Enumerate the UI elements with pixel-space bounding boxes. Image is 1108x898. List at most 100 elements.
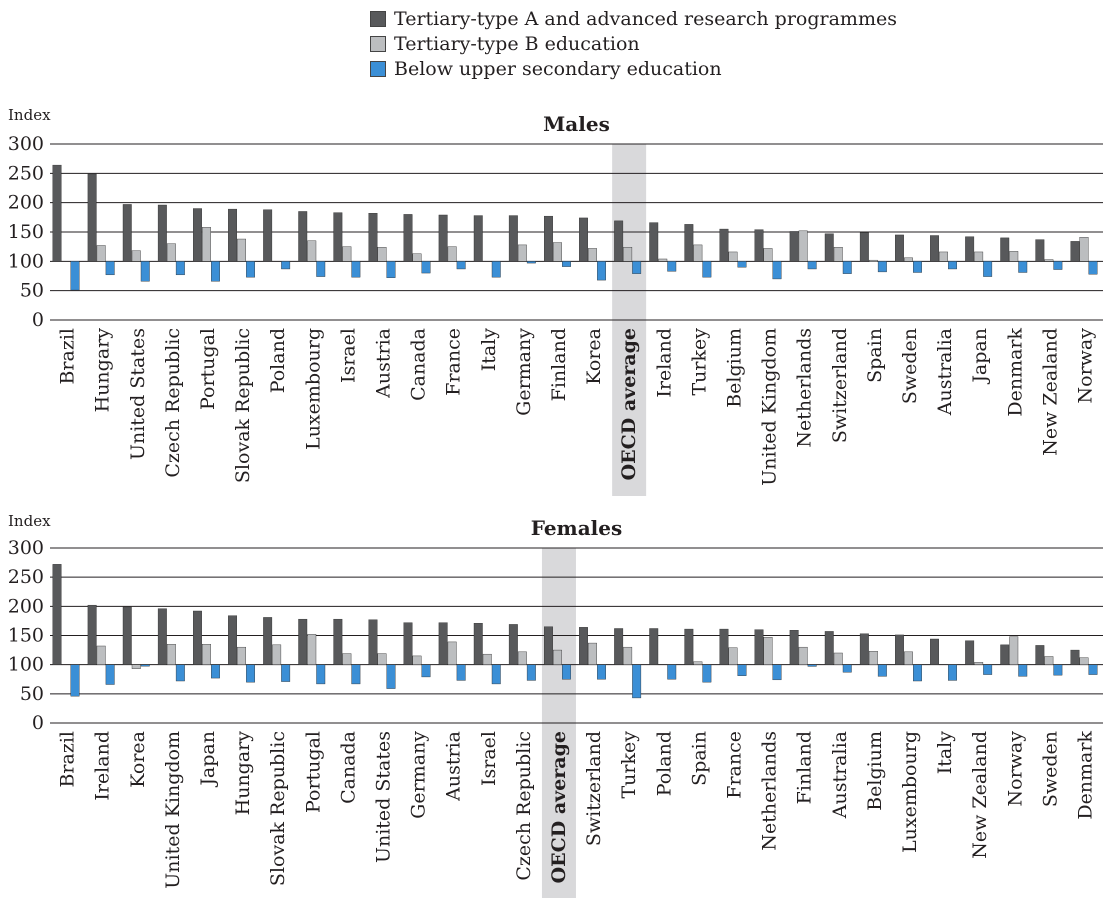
females-category-label-0: Brazil [57, 731, 79, 788]
males-bar-below-upper-secondary-15 [597, 261, 606, 281]
females-bar-tertiary-b-21 [798, 646, 808, 665]
females-category-label-29: Denmark [1074, 731, 1096, 820]
males-category-label-16: OECD average [618, 328, 640, 480]
males-bar-tertiary-b-13 [517, 244, 527, 262]
females-bar-tertiary-a-2 [122, 606, 132, 665]
females-y-tick-label-50: 50 [20, 683, 44, 705]
females-bar-tertiary-a-19 [719, 628, 729, 665]
males-category-label-13: Germany [513, 328, 535, 416]
females-bar-tertiary-b-28 [1044, 656, 1054, 665]
males-category-label-20: United Kingdom [759, 328, 781, 486]
males-bar-below-upper-secondary-2 [140, 261, 150, 282]
males-bar-tertiary-a-13 [508, 215, 518, 262]
females-bar-below-upper-secondary-1 [105, 664, 115, 685]
females-category-label-8: Canada [337, 731, 359, 804]
females-bar-tertiary-a-3 [157, 608, 167, 665]
females-bar-tertiary-b-23 [868, 651, 878, 665]
females-bar-tertiary-a-18 [684, 628, 694, 665]
males-bar-tertiary-b-5 [237, 238, 247, 262]
legend-swatch-tertiary-a [370, 10, 386, 27]
females-bar-tertiary-b-10 [412, 655, 422, 665]
females-category-label-10: Germany [408, 731, 430, 819]
males-bar-below-upper-secondary-9 [386, 261, 396, 278]
males-bar-tertiary-a-26 [965, 236, 975, 262]
females-category-label-13: Czech Republic [513, 731, 535, 881]
males-bar-tertiary-a-17 [649, 222, 659, 262]
females-bar-tertiary-a-26 [965, 640, 975, 665]
males-bar-tertiary-a-23 [859, 232, 869, 262]
males-bar-tertiary-a-6 [263, 209, 273, 262]
males-bar-below-upper-secondary-11 [456, 261, 466, 270]
males-bar-tertiary-b-19 [728, 251, 738, 262]
males-bar-tertiary-a-24 [895, 234, 904, 262]
females-bar-tertiary-a-6 [263, 617, 273, 665]
males-bar-tertiary-b-16 [623, 247, 633, 262]
males-bar-tertiary-b-1 [96, 245, 106, 262]
males-bar-below-upper-secondary-21 [807, 261, 817, 270]
males-bar-below-upper-secondary-24 [913, 261, 922, 273]
females-bar-below-upper-secondary-14 [562, 664, 571, 680]
females-category-label-17: Poland [653, 731, 675, 796]
males-bar-tertiary-b-14 [553, 242, 562, 262]
males-category-label-2: United States [127, 328, 149, 460]
females-bar-tertiary-a-15 [579, 627, 588, 665]
females-bar-below-upper-secondary-22 [842, 664, 852, 673]
males-category-label-17: Ireland [653, 328, 675, 398]
males-bar-below-upper-secondary-26 [983, 261, 993, 277]
females-bar-tertiary-a-28 [1035, 645, 1045, 665]
females-y-tick-label-300: 300 [8, 537, 44, 559]
females-category-label-12: Israel [478, 731, 500, 786]
males-bar-below-upper-secondary-20 [772, 261, 782, 280]
females-bar-tertiary-a-22 [824, 631, 834, 665]
females-category-label-9: United States [372, 731, 394, 863]
males-bar-below-upper-secondary-5 [246, 261, 256, 278]
females-bar-below-upper-secondary-19 [737, 664, 747, 676]
females-bar-below-upper-secondary-2 [140, 664, 150, 667]
males-bar-below-upper-secondary-25 [948, 261, 957, 270]
females-category-label-1: Ireland [92, 731, 114, 801]
females-bar-tertiary-b-20 [763, 637, 773, 665]
males-category-label-25: Australia [934, 328, 956, 416]
females-category-label-20: Netherlands [759, 731, 781, 851]
males-y-tick-label-250: 250 [8, 162, 44, 184]
females-category-label-15: Switzerland [583, 731, 605, 846]
females-bar-tertiary-b-24 [904, 651, 913, 665]
females-category-label-27: Norway [1004, 731, 1026, 807]
males-bar-below-upper-secondary-12 [491, 261, 501, 278]
females-bar-below-upper-secondary-18 [702, 664, 712, 683]
males-bar-tertiary-a-1 [87, 173, 97, 262]
males-bar-tertiary-a-18 [684, 224, 694, 262]
females-bar-below-upper-secondary-27 [1018, 664, 1028, 677]
females-category-label-5: Hungary [232, 731, 254, 816]
males-y-tick-label-50: 50 [20, 280, 44, 302]
females-bar-tertiary-a-10 [403, 622, 413, 665]
females-y-axis-label: Index [8, 512, 51, 530]
females-category-label-19: France [723, 731, 745, 799]
males-bar-tertiary-a-8 [333, 212, 343, 262]
males-bar-tertiary-a-25 [930, 235, 939, 262]
males-category-label-23: Spain [864, 328, 886, 383]
males-bar-below-upper-secondary-0 [70, 261, 80, 291]
females-bar-tertiary-a-0 [52, 564, 62, 665]
males-bar-below-upper-secondary-10 [421, 261, 431, 274]
females-y-tick-label-250: 250 [8, 566, 44, 588]
males-y-tick-label-150: 150 [8, 221, 44, 243]
males-bar-tertiary-a-9 [368, 213, 378, 262]
females-bar-tertiary-b-9 [377, 653, 387, 665]
females-bar-tertiary-b-15 [588, 642, 597, 665]
females-bar-tertiary-a-14 [544, 626, 553, 665]
males-bar-tertiary-a-12 [473, 215, 483, 262]
males-bar-tertiary-b-17 [658, 258, 668, 262]
females-bar-tertiary-b-16 [623, 646, 633, 665]
females-category-label-23: Belgium [864, 731, 886, 811]
males-bar-tertiary-a-15 [579, 217, 588, 262]
females-bar-tertiary-a-1 [87, 604, 97, 665]
males-bar-tertiary-b-29 [1079, 237, 1089, 262]
legend: Tertiary-type A and advanced research pr… [370, 6, 897, 81]
females-y-tick-label-0: 0 [32, 712, 44, 734]
females-bar-tertiary-a-29 [1070, 649, 1080, 665]
females-bar-tertiary-b-29 [1079, 657, 1089, 665]
males-category-label-0: Brazil [57, 328, 79, 385]
females-bar-tertiary-a-25 [930, 638, 939, 665]
females-category-label-14: OECD average [548, 731, 570, 883]
